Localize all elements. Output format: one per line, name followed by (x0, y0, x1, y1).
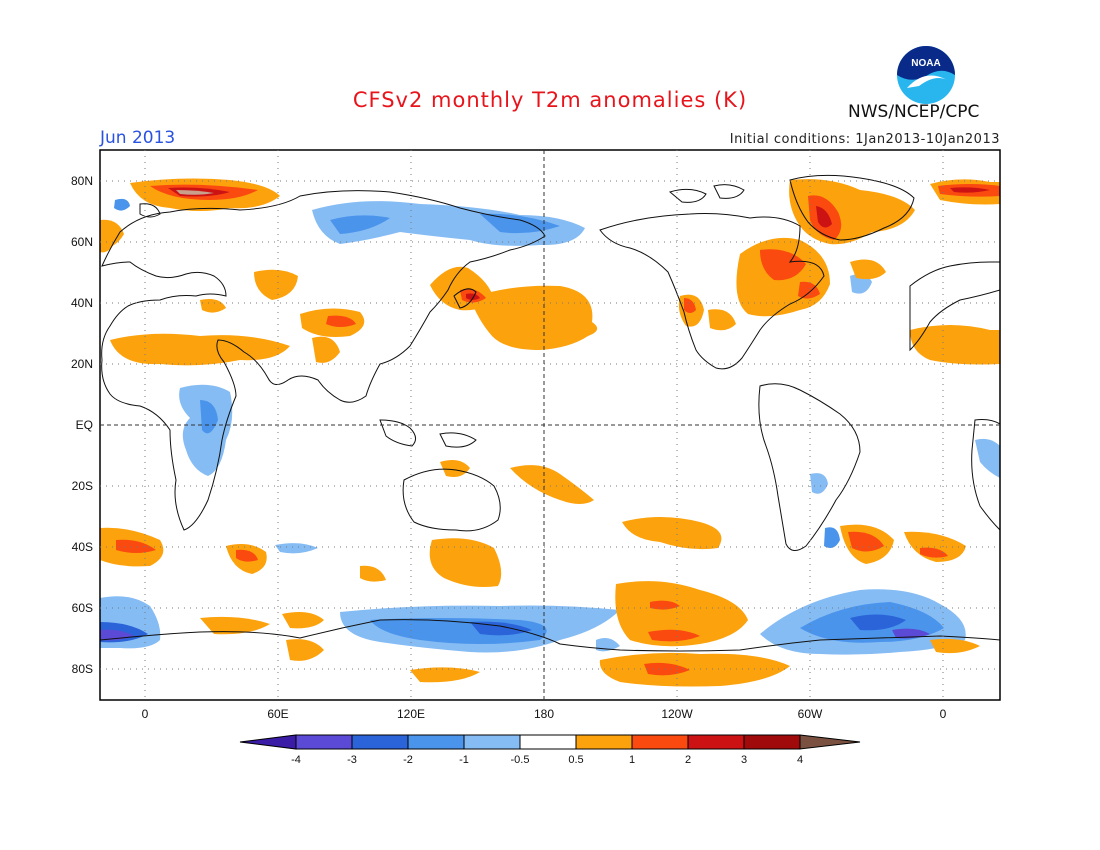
lat-label: 80N (71, 174, 93, 188)
colorbar-swatch (295, 734, 353, 750)
lat-label: 60S (72, 601, 93, 615)
initial-conditions: Initial conditions: 1Jan2013-10Jan2013 (729, 132, 1000, 147)
lat-label: 60N (71, 235, 93, 249)
colorbar-swatch (351, 734, 409, 750)
colorbar-label: -2 (403, 754, 413, 766)
lon-label: 0 (142, 707, 149, 721)
colorbar-label: 3 (741, 754, 747, 766)
colorbar-swatch (687, 734, 745, 750)
lon-label: 0 (940, 707, 947, 721)
lon-label: 120W (661, 707, 693, 721)
coastlines (100, 174, 1000, 652)
lon-label: 60W (798, 707, 823, 721)
colorbar-label: 2 (685, 754, 691, 766)
colorbar-label: -1 (459, 754, 469, 766)
colorbar-label: 1 (629, 754, 635, 766)
colorbar-swatch (743, 734, 801, 750)
gridlines (100, 150, 1000, 700)
colorbar-swatch (575, 734, 633, 750)
colorbar-label: 4 (797, 754, 803, 766)
cold-anomaly-siberia (312, 201, 585, 246)
colorbar-swatch (239, 734, 297, 750)
reference-lines (100, 150, 1000, 700)
map-title: CFSv2 monthly T2m anomalies (K) (352, 88, 748, 112)
lat-label: 20S (72, 479, 93, 493)
colorbar-swatch (407, 734, 465, 750)
lon-label: 60E (267, 707, 288, 721)
colorbar-label: -4 (291, 754, 301, 766)
lat-label: 40S (72, 540, 93, 554)
cold-anomaly-regions (100, 198, 1000, 655)
agency-label: NWS/NCEP/CPC (848, 102, 980, 122)
colorbar-swatch (799, 734, 861, 750)
period-label: Jun 2013 (100, 128, 176, 148)
colorbar-label: -0.5 (511, 754, 530, 766)
lat-label: EQ (76, 418, 93, 432)
colorbar-swatch (631, 734, 689, 750)
noaa-logo: NOAA (896, 45, 956, 105)
lon-label: 180 (534, 707, 554, 721)
colorbar-swatch (463, 734, 521, 750)
lat-label: 20N (71, 357, 93, 371)
lat-label: 40N (71, 296, 93, 310)
lon-label: 120E (397, 707, 425, 721)
warm-anomaly-south-pacific (622, 517, 722, 550)
noaa-logo-text: NOAA (911, 58, 940, 69)
warm-anomaly-north-pacific (470, 285, 598, 350)
lat-label: 80S (72, 662, 93, 676)
colorbar-label: -3 (347, 754, 357, 766)
colorbar-swatch (519, 734, 577, 750)
colorbar-label: 0.5 (568, 754, 583, 766)
